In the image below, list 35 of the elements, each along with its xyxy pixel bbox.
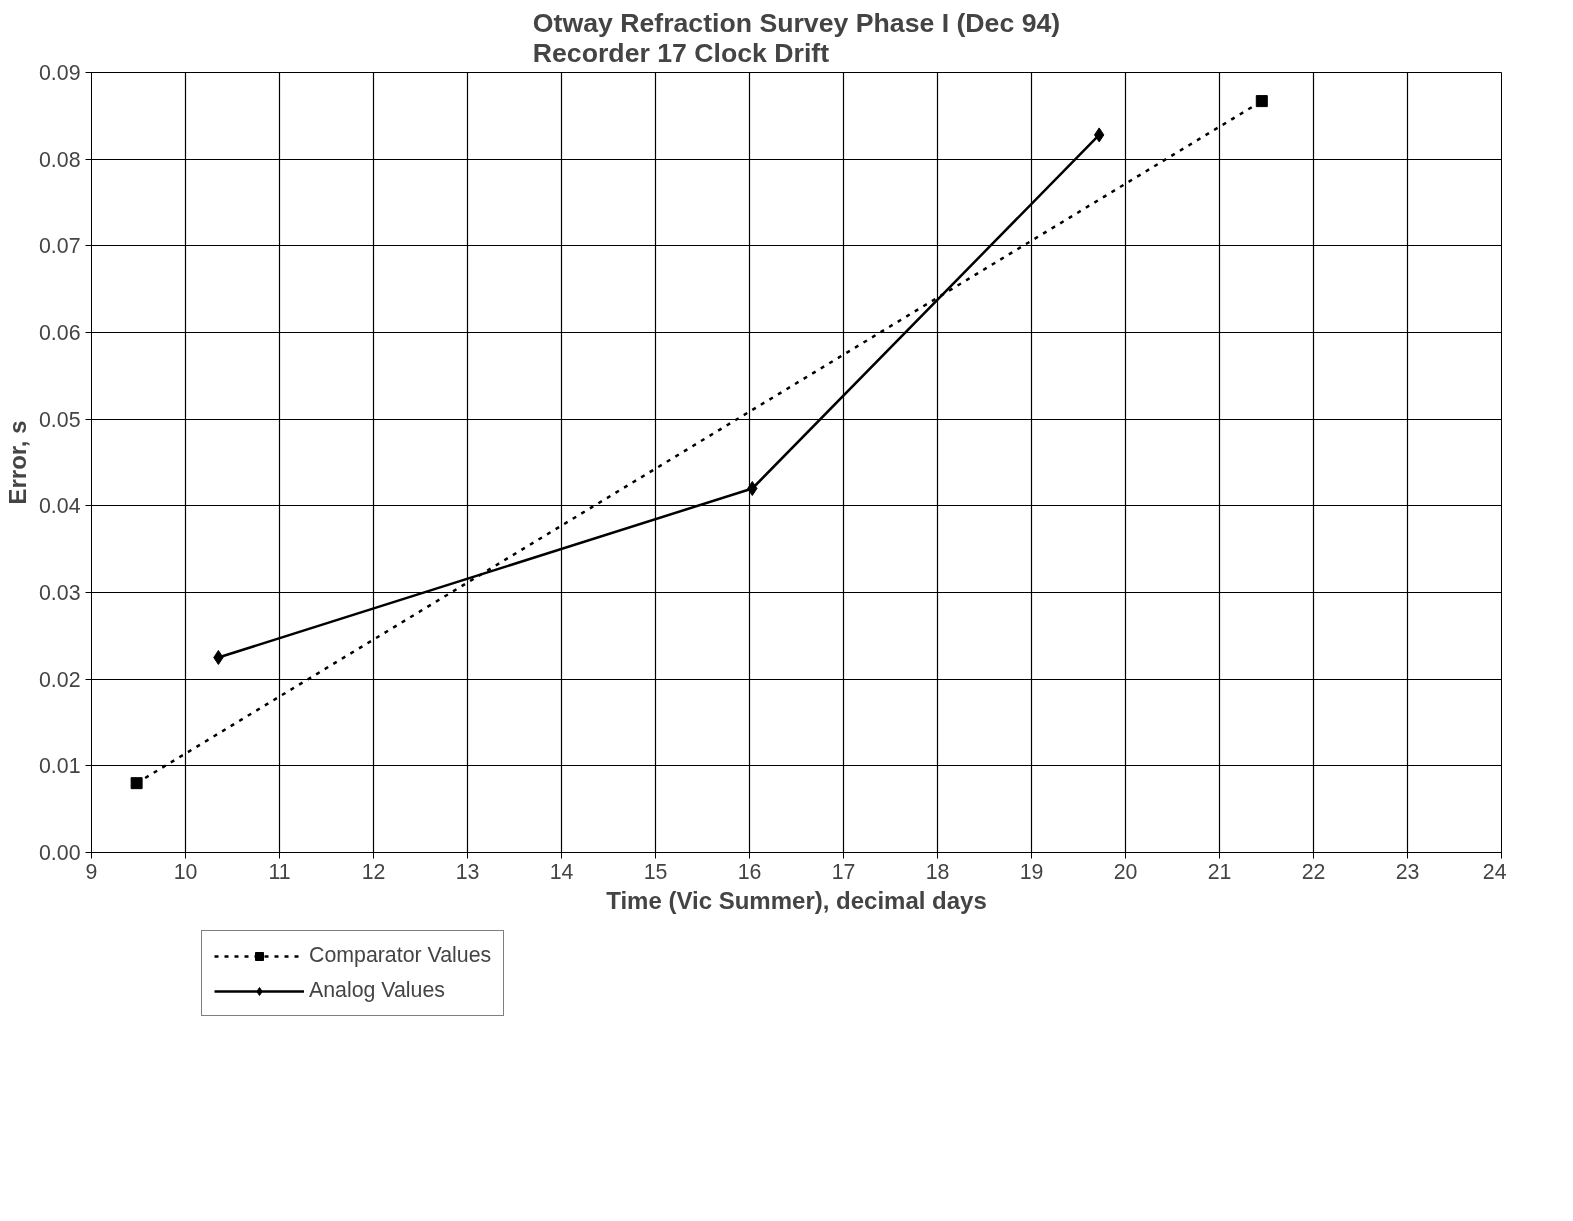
x-tick-label: 16 [737, 859, 762, 884]
legend-label: Analog Values [309, 978, 445, 1003]
x-tick-label: 20 [1113, 859, 1138, 884]
x-tick-label: 13 [455, 859, 480, 884]
x-tick-label: 14 [549, 859, 574, 884]
x-axis-title: Time (Vic Summer), decimal days [606, 886, 987, 914]
x-tick-label: 22 [1301, 859, 1326, 884]
x-tick-label: 9 [85, 859, 98, 884]
y-tick-label: 0.05 [38, 407, 81, 432]
x-tick-label: 24 [1482, 859, 1507, 884]
x-tick-label: 23 [1395, 859, 1420, 884]
x-tick-label: 12 [361, 859, 386, 884]
x-tick-label: 18 [925, 859, 950, 884]
point [747, 481, 758, 496]
y-tick-label: 0.06 [38, 321, 81, 345]
x-tick-label: 17 [831, 859, 856, 884]
chart-title: Otway Refraction Survey Phase I (Dec 94) Recorder 17 Clock Drift [532, 7, 1061, 68]
legend-label: Comparator Values [309, 943, 492, 968]
y-tick-label: 0.03 [38, 581, 81, 605]
x-tick-label: 10 [173, 859, 198, 884]
x-tick-label: 15 [643, 859, 668, 884]
y-tick-label: 0.02 [38, 667, 81, 692]
point [130, 777, 143, 790]
y-tick-label: 0.00 [38, 841, 81, 865]
point [213, 650, 224, 665]
x-tick-label: 11 [268, 859, 291, 884]
x-tick-label: 19 [1019, 859, 1044, 884]
y-tick-label: 0.07 [38, 234, 81, 259]
x-tick-label: 21 [1207, 859, 1232, 884]
y-tick-label: 0.08 [38, 147, 81, 172]
y-tick-label: 0.09 [38, 61, 81, 85]
y-tick-label: 0.04 [38, 494, 81, 519]
point [1255, 95, 1268, 108]
y-axis-title: Error, s [3, 420, 31, 505]
y-tick-label: 0.01 [38, 754, 81, 779]
